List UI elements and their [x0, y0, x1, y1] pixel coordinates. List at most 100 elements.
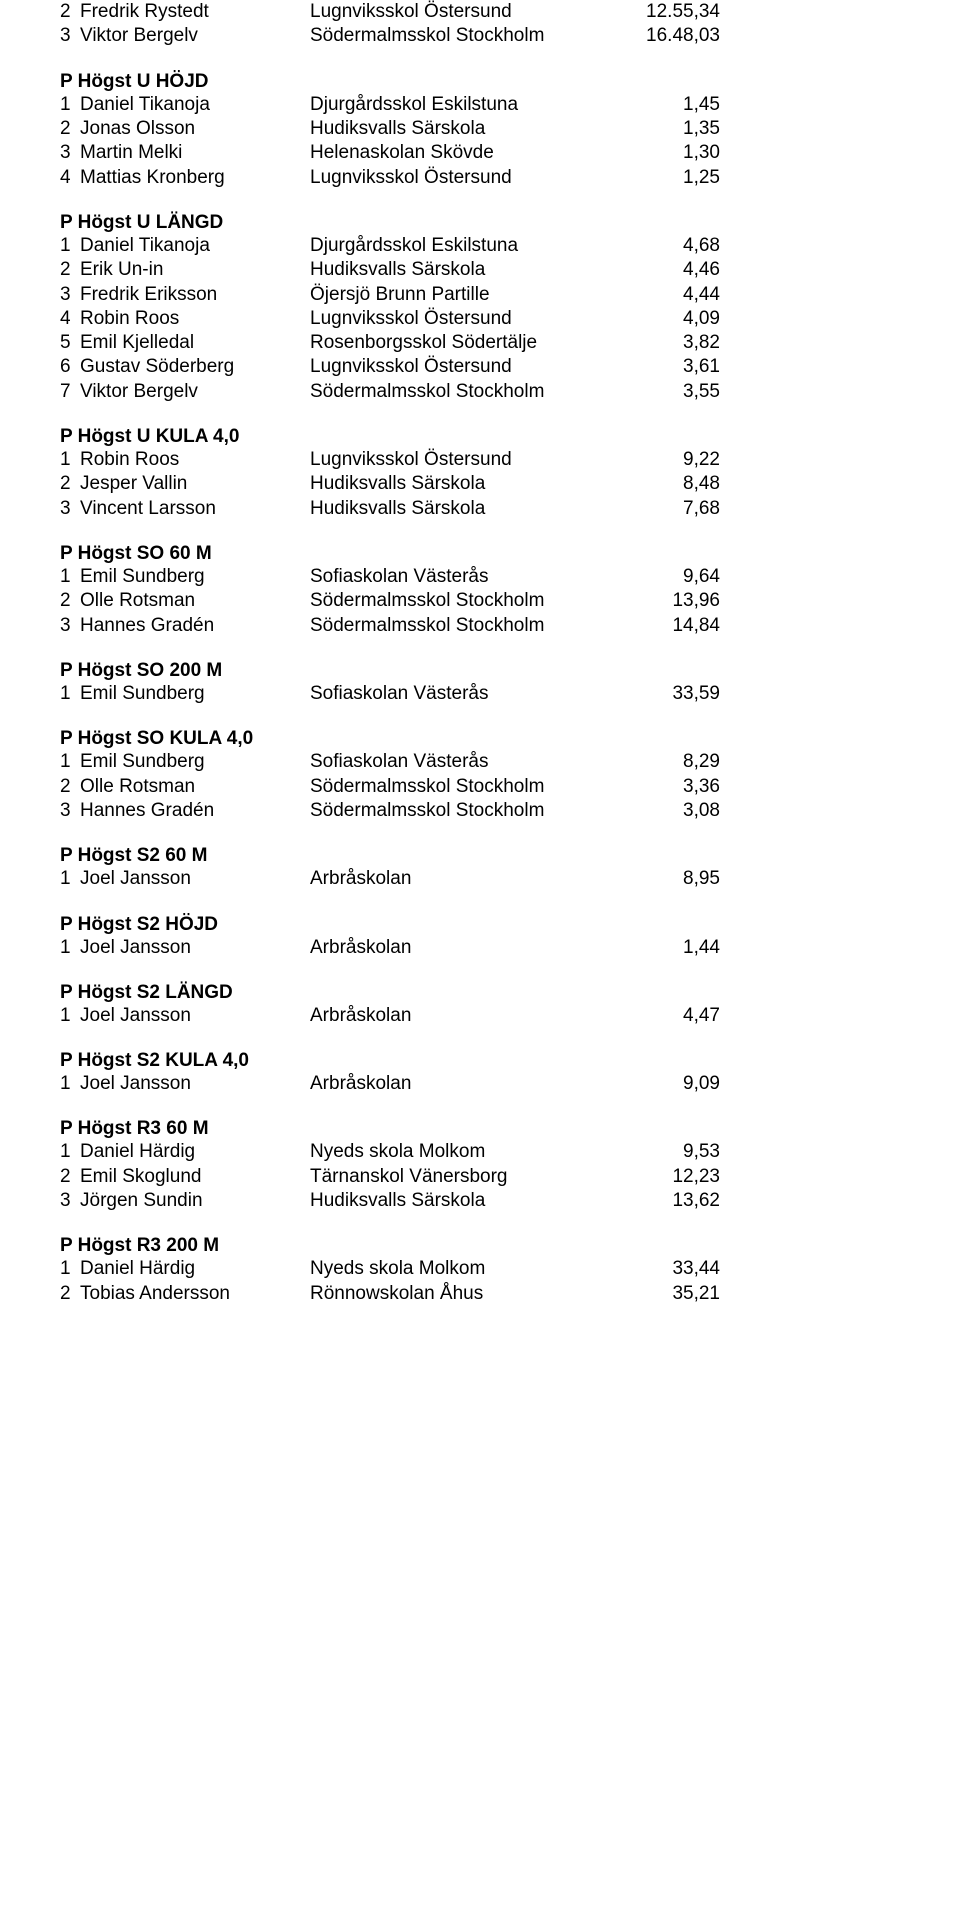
result-value: 9,22 [640, 448, 720, 472]
result-value: 3,36 [640, 775, 720, 799]
school-name: Hudiksvalls Särskola [310, 472, 640, 496]
result-row: 1Daniel TikanojaDjurgårdsskol Eskilstuna… [60, 93, 900, 117]
result-row: 1Joel JanssonArbråskolan1,44 [60, 936, 900, 960]
result-row: 2Emil SkoglundTärnanskol Vänersborg12,23 [60, 1165, 900, 1189]
result-value: 1,25 [640, 166, 720, 190]
result-value: 3,82 [640, 331, 720, 355]
school-name: Hudiksvalls Särskola [310, 497, 640, 521]
rank-cell: 2 [60, 258, 80, 282]
athlete-name: Erik Un-in [80, 258, 310, 282]
athlete-name: Olle Rotsman [80, 589, 310, 613]
athlete-name: Viktor Bergelv [80, 24, 310, 48]
result-row: 3Martin MelkiHelenaskolan Skövde1,30 [60, 141, 900, 165]
school-name: Lugnviksskol Östersund [310, 0, 640, 24]
rank-cell: 3 [60, 24, 80, 48]
result-value: 16.48,03 [640, 24, 720, 48]
athlete-name: Emil Sundberg [80, 750, 310, 774]
athlete-name: Emil Sundberg [80, 682, 310, 706]
rank-cell: 2 [60, 472, 80, 496]
rank-cell: 1 [60, 448, 80, 472]
result-value: 7,68 [640, 497, 720, 521]
result-value: 1,35 [640, 117, 720, 141]
sections-container: P Högst U HÖJD1Daniel TikanojaDjurgårdss… [60, 71, 900, 1306]
result-row: 2Jonas OlssonHudiksvalls Särskola1,35 [60, 117, 900, 141]
rank-cell: 1 [60, 1004, 80, 1028]
rank-cell: 4 [60, 166, 80, 190]
result-row: 7Viktor BergelvSödermalmsskol Stockholm3… [60, 380, 900, 404]
rank-cell: 1 [60, 750, 80, 774]
result-value: 35,21 [640, 1282, 720, 1306]
rank-cell: 3 [60, 283, 80, 307]
result-value: 8,95 [640, 867, 720, 891]
result-row: 4Mattias KronbergLugnviksskol Östersund1… [60, 166, 900, 190]
school-name: Lugnviksskol Östersund [310, 448, 640, 472]
athlete-name: Tobias Andersson [80, 1282, 310, 1306]
result-row: 1Daniel HärdigNyeds skola Molkom33,44 [60, 1257, 900, 1281]
school-name: Tärnanskol Vänersborg [310, 1165, 640, 1189]
athlete-name: Jonas Olsson [80, 117, 310, 141]
rank-cell: 1 [60, 1140, 80, 1164]
rank-cell: 1 [60, 682, 80, 706]
school-name: Södermalmsskol Stockholm [310, 24, 640, 48]
result-value: 12.55,34 [640, 0, 720, 24]
result-row: 1Robin RoosLugnviksskol Östersund9,22 [60, 448, 900, 472]
section-title: P Högst S2 60 M [60, 845, 900, 867]
result-value: 8,48 [640, 472, 720, 496]
result-value: 33,44 [640, 1257, 720, 1281]
result-row: 1Daniel TikanojaDjurgårdsskol Eskilstuna… [60, 234, 900, 258]
result-row: 3Fredrik ErikssonÖjersjö Brunn Partille4… [60, 283, 900, 307]
rank-cell: 1 [60, 1257, 80, 1281]
athlete-name: Daniel Härdig [80, 1140, 310, 1164]
section-title: P Högst R3 200 M [60, 1235, 900, 1257]
athlete-name: Daniel Härdig [80, 1257, 310, 1281]
result-row: 3Jörgen SundinHudiksvalls Särskola13,62 [60, 1189, 900, 1213]
school-name: Södermalmsskol Stockholm [310, 380, 640, 404]
school-name: Rosenborgsskol Södertälje [310, 331, 640, 355]
rank-cell: 2 [60, 775, 80, 799]
result-row: 1Emil SundbergSofiaskolan Västerås8,29 [60, 750, 900, 774]
top-rows-block: 2Fredrik RystedtLugnviksskol Östersund12… [60, 0, 900, 49]
athlete-name: Emil Kjelledal [80, 331, 310, 355]
school-name: Arbråskolan [310, 1072, 640, 1096]
athlete-name: Joel Jansson [80, 1004, 310, 1028]
athlete-name: Robin Roos [80, 448, 310, 472]
rank-cell: 3 [60, 614, 80, 638]
school-name: Södermalmsskol Stockholm [310, 799, 640, 823]
athlete-name: Mattias Kronberg [80, 166, 310, 190]
rank-cell: 7 [60, 380, 80, 404]
school-name: Lugnviksskol Östersund [310, 166, 640, 190]
athlete-name: Hannes Gradén [80, 614, 310, 638]
rank-cell: 6 [60, 355, 80, 379]
result-row: 2Jesper VallinHudiksvalls Särskola8,48 [60, 472, 900, 496]
rank-cell: 2 [60, 589, 80, 613]
result-row: 1Joel JanssonArbråskolan9,09 [60, 1072, 900, 1096]
school-name: Sofiaskolan Västerås [310, 750, 640, 774]
school-name: Lugnviksskol Östersund [310, 355, 640, 379]
result-row: 1Joel JanssonArbråskolan4,47 [60, 1004, 900, 1028]
athlete-name: Robin Roos [80, 307, 310, 331]
result-row: 2Olle RotsmanSödermalmsskol Stockholm13,… [60, 589, 900, 613]
school-name: Nyeds skola Molkom [310, 1140, 640, 1164]
school-name: Södermalmsskol Stockholm [310, 589, 640, 613]
result-value: 1,44 [640, 936, 720, 960]
section-title: P Högst SO 200 M [60, 660, 900, 682]
rank-cell: 1 [60, 936, 80, 960]
section-title: P Högst U HÖJD [60, 71, 900, 93]
result-value: 1,30 [640, 141, 720, 165]
result-value: 4,44 [640, 283, 720, 307]
section-title: P Högst U KULA 4,0 [60, 426, 900, 448]
athlete-name: Joel Jansson [80, 1072, 310, 1096]
result-value: 3,08 [640, 799, 720, 823]
school-name: Hudiksvalls Särskola [310, 258, 640, 282]
rank-cell: 1 [60, 1072, 80, 1096]
section-title: P Högst SO KULA 4,0 [60, 728, 900, 750]
result-value: 4,47 [640, 1004, 720, 1028]
school-name: Djurgårdsskol Eskilstuna [310, 234, 640, 258]
athlete-name: Daniel Tikanoja [80, 93, 310, 117]
result-value: 33,59 [640, 682, 720, 706]
section-title: P Högst S2 LÄNGD [60, 982, 900, 1004]
rank-cell: 3 [60, 799, 80, 823]
school-name: Rönnowskolan Åhus [310, 1282, 640, 1306]
athlete-name: Vincent Larsson [80, 497, 310, 521]
section-title: P Högst S2 HÖJD [60, 914, 900, 936]
